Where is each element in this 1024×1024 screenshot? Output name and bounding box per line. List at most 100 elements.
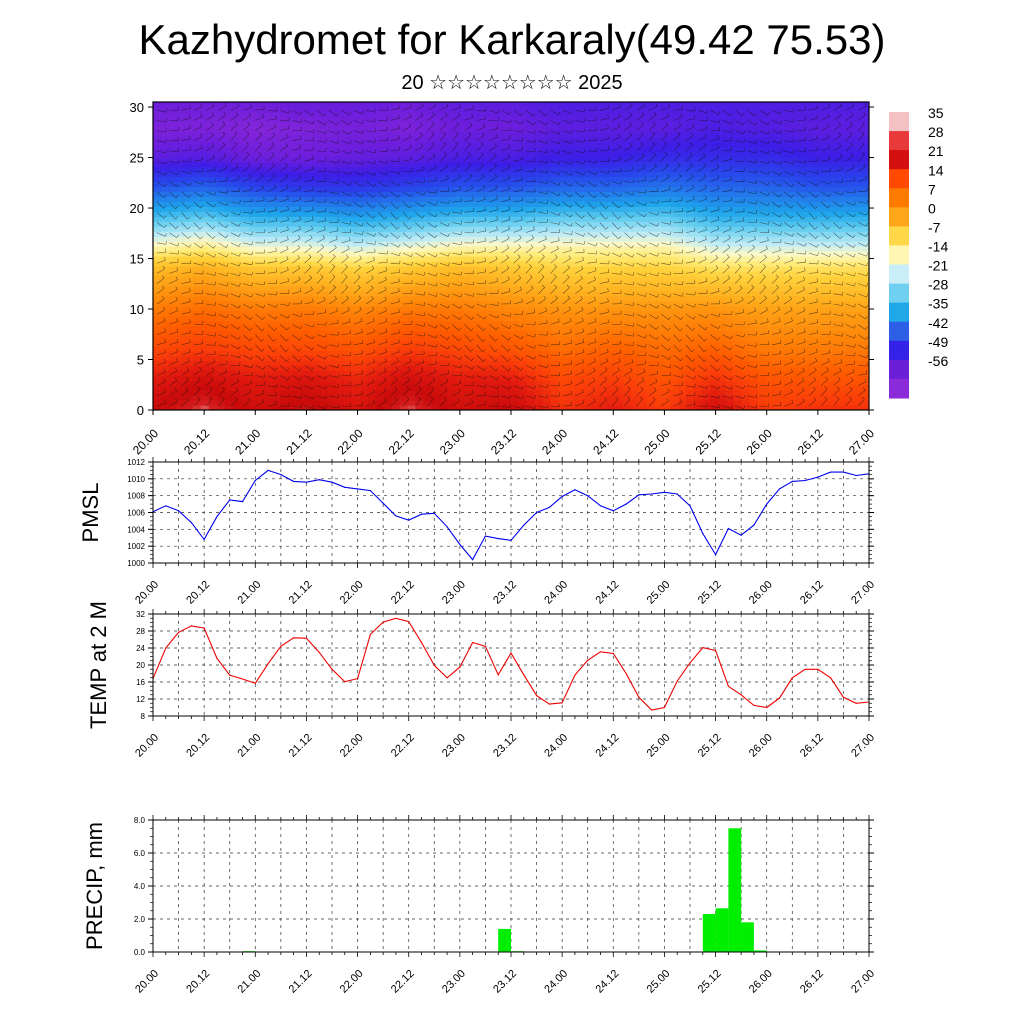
- heatmap-cell: [717, 211, 727, 217]
- heatmap-cell: [415, 141, 425, 148]
- heatmap-cell: [630, 375, 639, 381]
- heatmap-cell: [153, 231, 162, 237]
- heatmap-cell: [272, 211, 281, 217]
- heatmap-cell: [224, 385, 234, 391]
- heatmap-cell: [558, 156, 568, 163]
- heatmap-cell: [606, 106, 616, 113]
- heatmap-cell: [511, 355, 520, 361]
- heatmap-cell: [582, 405, 592, 410]
- heatmap-cell: [153, 370, 162, 376]
- heatmap-cell: [176, 395, 186, 401]
- heatmap-cell: [375, 285, 385, 292]
- heatmap-cell: [678, 360, 687, 366]
- heatmap-cell: [558, 186, 568, 193]
- heatmap-cell: [168, 295, 178, 302]
- heatmap-cell: [590, 186, 600, 193]
- heatmap-cell: [630, 275, 639, 282]
- heatmap-cell: [455, 116, 464, 123]
- heatmap-cell: [511, 246, 520, 252]
- heatmap-cell: [717, 106, 727, 113]
- heatmap-cell: [646, 171, 655, 178]
- heatmap-cell: [566, 395, 576, 401]
- heatmap-cell: [598, 320, 608, 327]
- heatmap-cell: [693, 226, 703, 232]
- heatmap-cell: [208, 380, 218, 386]
- heatmap-cell: [550, 285, 560, 292]
- heatmap-cell: [582, 305, 592, 312]
- heatmap-cell: [630, 146, 639, 153]
- heatmap-cell: [678, 131, 687, 138]
- heatmap-cell: [248, 181, 258, 188]
- heatmap-cell: [686, 231, 695, 237]
- heatmap-cell: [678, 166, 687, 173]
- heatmap-cell: [479, 211, 488, 217]
- heatmap-cell: [662, 370, 671, 376]
- heatmap-cell: [503, 181, 512, 188]
- heatmap-cell: [431, 285, 440, 292]
- heatmap-cell: [335, 335, 345, 342]
- heatmap-cell: [701, 375, 711, 381]
- heatmap-cell: [391, 231, 401, 237]
- heatmap-cell: [757, 360, 767, 366]
- heatmap-cell: [733, 400, 743, 406]
- heatmap-cell: [153, 325, 162, 332]
- heatmap-cell: [216, 226, 226, 232]
- heatmap-cell: [558, 380, 568, 386]
- heatmap-cell: [264, 116, 273, 123]
- heatmap-cell: [550, 106, 560, 113]
- heatmap-cell: [598, 176, 608, 183]
- heatmap-cell: [447, 325, 456, 332]
- heatmap-cell: [328, 260, 337, 267]
- heatmap-cell: [566, 360, 576, 366]
- heatmap-cell: [741, 320, 751, 327]
- heatmap-cell: [654, 375, 663, 381]
- heatmap-cell: [574, 256, 584, 262]
- heatmap-cell: [240, 370, 250, 376]
- heatmap-cell: [343, 171, 353, 178]
- heatmap-cell: [749, 305, 759, 312]
- heatmap-cell: [773, 370, 783, 376]
- heatmap-cell: [240, 330, 250, 337]
- heatmap-cell: [391, 325, 401, 332]
- heatmap-cell: [622, 290, 631, 297]
- heatmap-cell: [678, 345, 687, 351]
- heatmap-cell: [335, 370, 345, 376]
- heatmap-cell: [335, 295, 345, 302]
- heatmap-cell: [757, 226, 767, 232]
- heatmap-cell: [670, 390, 679, 396]
- heatmap-cell: [550, 325, 560, 332]
- heatmap-cell: [423, 206, 433, 212]
- heatmap-cell: [693, 285, 703, 292]
- heatmap-cell: [670, 146, 679, 153]
- heatmap-cell: [168, 315, 178, 322]
- heatmap-cell: [574, 405, 584, 410]
- heatmap-cell: [550, 166, 560, 173]
- heatmap-cell: [280, 131, 289, 138]
- heatmap-cell: [343, 350, 353, 356]
- heatmap-cell: [749, 102, 759, 108]
- heatmap-cell: [503, 270, 512, 277]
- heatmap-cell: [280, 320, 289, 327]
- heatmap-cell: [439, 102, 448, 108]
- heatmap-cell: [693, 275, 703, 282]
- heatmap-cell: [328, 325, 337, 332]
- heatmap-cell: [391, 116, 401, 123]
- heatmap-cell: [216, 186, 226, 193]
- heatmap-cell: [359, 166, 369, 173]
- heatmap-cell: [678, 236, 687, 242]
- heatmap-cell: [367, 390, 377, 396]
- heatmap-cell: [463, 126, 472, 133]
- heatmap-cell: [654, 136, 663, 143]
- heatmap-cell: [343, 305, 353, 312]
- heatmap-cell: [399, 365, 409, 371]
- heatmap-cell: [168, 345, 178, 351]
- heatmap-cell: [638, 335, 647, 342]
- heatmap-cell: [725, 330, 735, 337]
- heatmap-cell: [208, 216, 218, 222]
- heatmap-cell: [153, 310, 162, 317]
- heatmap-cell: [367, 400, 377, 406]
- heatmap-cell: [176, 211, 186, 217]
- heatmap-cell: [749, 236, 759, 242]
- heatmap-cell: [447, 330, 456, 337]
